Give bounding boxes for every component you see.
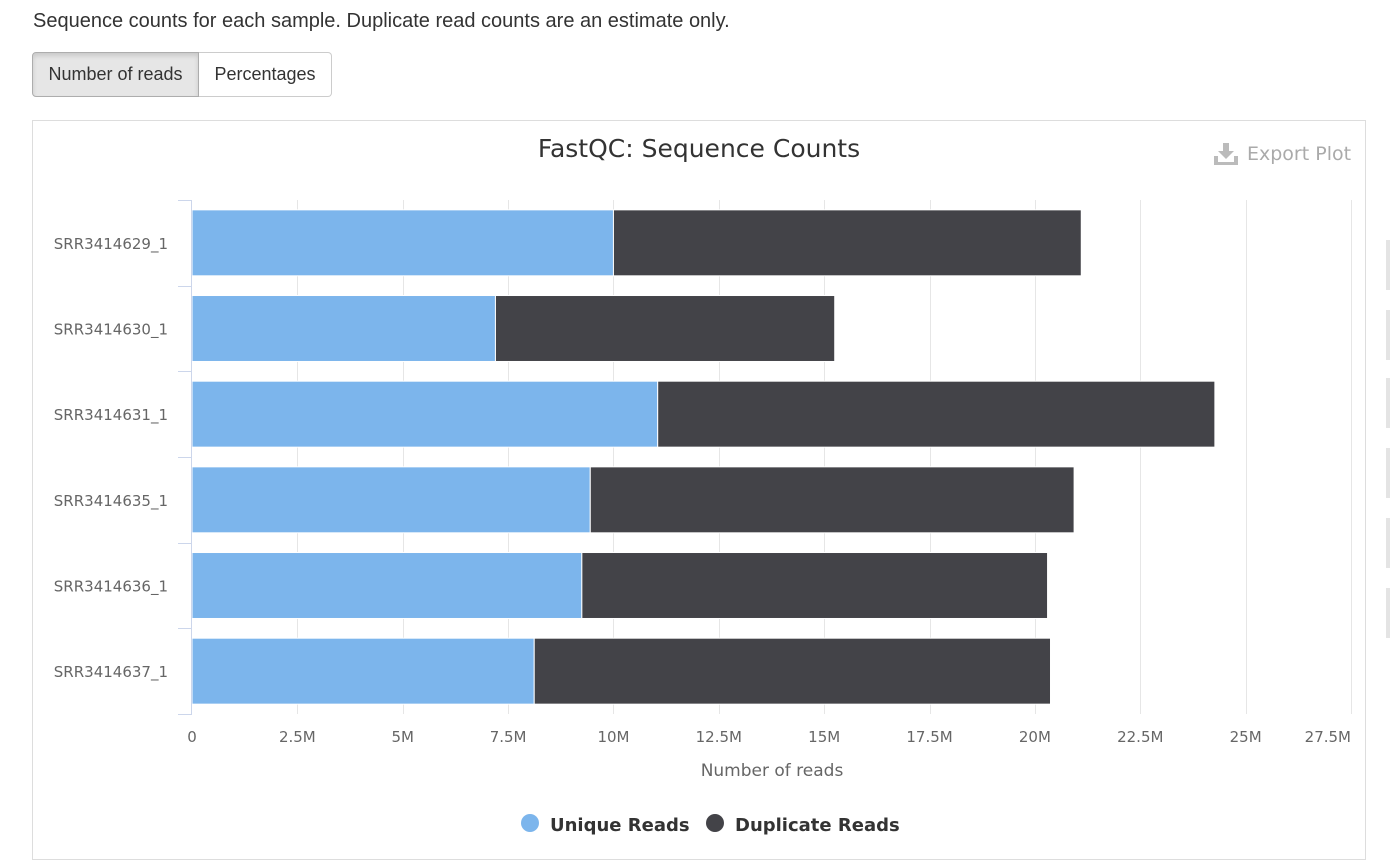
scrollbar-segment[interactable] bbox=[1386, 310, 1390, 360]
axes: SRR3414629_1 SRR3414630_1 SRR3414631_1 SRR3… bbox=[54, 200, 1351, 746]
download-icon bbox=[1214, 143, 1238, 165]
x-tick-label: 12.5M bbox=[696, 728, 742, 746]
x-tick-label: 15M bbox=[808, 728, 840, 746]
number-of-reads-button[interactable]: Number of reads bbox=[32, 52, 199, 97]
legend-unique-label: Unique Reads bbox=[550, 815, 690, 836]
scrollbar-segment[interactable] bbox=[1386, 518, 1390, 568]
y-category-label: SRR3414637_1 bbox=[54, 663, 168, 682]
x-tick-label: 25M bbox=[1230, 728, 1262, 746]
scrollbar-segment[interactable] bbox=[1386, 588, 1390, 638]
x-tick-label: 0 bbox=[187, 728, 197, 746]
bars bbox=[191, 209, 1216, 705]
bar-unique-reads bbox=[191, 552, 583, 619]
y-category-label: SRR3414631_1 bbox=[54, 406, 168, 425]
y-category-label: SRR3414630_1 bbox=[54, 321, 168, 340]
x-tick-label: 20M bbox=[1019, 728, 1051, 746]
percentages-button[interactable]: Percentages bbox=[199, 52, 332, 97]
bar-unique-reads bbox=[191, 380, 659, 448]
x-tick-label: 2.5M bbox=[279, 728, 316, 746]
scrollbar-segment[interactable] bbox=[1386, 448, 1390, 498]
bar-unique-reads bbox=[191, 637, 535, 705]
x-axis-title: Number of reads bbox=[701, 761, 844, 781]
scrollbar-segment[interactable] bbox=[1386, 378, 1390, 428]
bar-unique-reads bbox=[191, 295, 496, 362]
x-tick-label: 5M bbox=[391, 728, 414, 746]
bar-duplicate-reads bbox=[494, 295, 836, 362]
x-tick-label: 22.5M bbox=[1117, 728, 1163, 746]
export-plot-button[interactable]: Export Plot bbox=[1213, 142, 1351, 166]
y-category-label: SRR3414636_1 bbox=[54, 578, 168, 597]
bar-duplicate-reads bbox=[533, 637, 1052, 705]
bar-duplicate-reads bbox=[657, 380, 1216, 448]
x-tick-label: 17.5M bbox=[906, 728, 952, 746]
y-category-label: SRR3414629_1 bbox=[54, 235, 168, 254]
chart-title: FastQC: Sequence Counts bbox=[538, 134, 860, 163]
scrollbar-segment[interactable] bbox=[1386, 240, 1390, 290]
bar-duplicate-reads bbox=[589, 466, 1075, 534]
gridlines bbox=[297, 200, 1352, 714]
legend-duplicate-marker bbox=[706, 814, 724, 832]
legend-unique-marker bbox=[521, 814, 539, 832]
bar-duplicate-reads bbox=[612, 209, 1082, 277]
legend-duplicate-label: Duplicate Reads bbox=[735, 815, 900, 836]
export-plot-label: Export Plot bbox=[1247, 143, 1352, 165]
x-tick-label: 27.5M bbox=[1305, 728, 1351, 746]
bar-duplicate-reads bbox=[581, 552, 1049, 619]
plot-mode-toggle: Number of reads Percentages bbox=[32, 52, 332, 97]
bar-unique-reads bbox=[191, 466, 591, 534]
section-description: Sequence counts for each sample. Duplica… bbox=[33, 10, 730, 32]
x-tick-label: 7.5M bbox=[490, 728, 527, 746]
legend: Unique Reads Duplicate Reads bbox=[521, 814, 900, 836]
bar-unique-reads bbox=[191, 209, 614, 277]
x-tick-label: 10M bbox=[597, 728, 629, 746]
y-category-label: SRR3414635_1 bbox=[54, 492, 168, 511]
